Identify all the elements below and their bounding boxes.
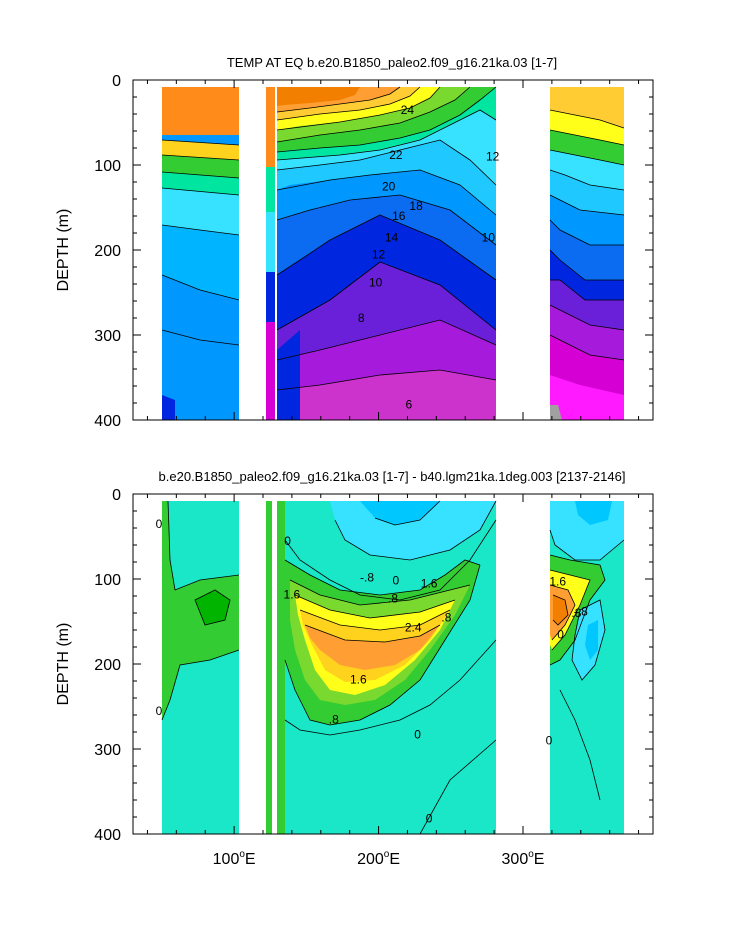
contour-label: 1.6 [549,575,566,589]
top-col1-fill [162,87,239,420]
y-tick-label: 400 [94,827,121,844]
contour-label: 0 [393,574,400,588]
contour-label: 10 [482,230,496,244]
contour-label: 16 [392,209,406,223]
contour-label: 1.6 [421,576,438,590]
bottom-title: b.e20.B1850_paleo2.f09_g16.21ka.03 [1-7]… [159,469,626,484]
x-tick-label: 300oE [502,849,545,868]
top-col4-fill [550,87,624,420]
contour-label: -.8 [360,570,374,584]
bottom-x-axis: 100oE 200oE 300oE [146,494,640,868]
contour-label: 22 [389,148,403,162]
contour-label: 18 [409,199,423,213]
top-col2-fill [266,87,275,322]
x-tick-label: 200oE [357,849,400,868]
y-tick-label: 200 [94,243,121,260]
bottom-contour-lines [161,500,625,834]
top-filled-contours [161,86,625,420]
y-tick-label: 300 [94,742,121,759]
contour-label: .8 [441,610,451,624]
contour-label: 12 [486,150,500,164]
contour-label: 0 [414,728,421,742]
bottom-y-axis: 0 100 200 300 400 [94,487,653,844]
top-y-axis: 0 100 200 300 400 [94,73,653,430]
contour-label: 0 [284,534,291,548]
contour-label: 1.6 [350,672,367,686]
contour-label: 0 [557,627,564,641]
bottom-panel: b.e20.B1850_paleo2.f09_g16.21ka.03 [1-7]… [55,469,654,868]
y-tick-label: 400 [94,413,121,430]
contour-label: 14 [385,230,399,244]
contour-label: 10 [369,275,383,289]
contour-label: 0 [426,812,433,826]
bottom-filled-contours [161,500,625,834]
contour-label: .8 [571,606,581,620]
y-tick-label: 200 [94,657,121,674]
y-tick-label: 0 [112,73,121,90]
contour-label: 0 [156,517,163,531]
top-col3-fill [277,87,496,420]
y-tick-label: 0 [112,487,121,504]
contour-label: 20 [382,179,396,193]
top-panel: TEMP AT EQ b.e20.B1850_paleo2.f09_g16.21… [55,55,654,430]
contour-label: 8 [358,311,365,325]
contour-label: 1.6 [284,587,301,601]
contour-label: 2.4 [405,620,422,634]
bottom-col1-fill [162,501,239,720]
top-title: TEMP AT EQ b.e20.B1850_paleo2.f09_g16.21… [227,55,557,70]
contour-label: 24 [401,103,415,117]
top-y-axis-label: DEPTH (m) [55,209,72,292]
contour-label: .8 [329,712,339,726]
y-tick-label: 300 [94,328,121,345]
contour-label: -.8 [574,604,588,618]
y-tick-label: 100 [94,158,121,175]
contour-label: 6 [406,398,413,412]
contour-label: 0 [546,734,553,748]
contour-label: 0 [156,704,163,718]
contour-label: .8 [388,592,398,606]
top-contour-lines [161,86,625,391]
y-tick-label: 100 [94,572,121,589]
x-tick-label: 100oE [213,849,256,868]
contour-label: 12 [372,247,386,261]
bottom-y-axis-label: DEPTH (m) [55,623,72,706]
top-x-ticks [146,80,640,420]
